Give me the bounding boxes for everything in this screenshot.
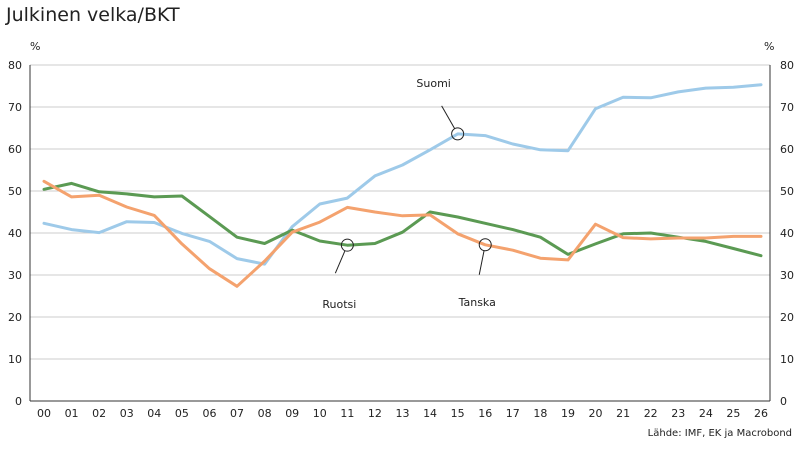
series-line-suomi [42, 83, 763, 266]
x-tick-19: 19 [561, 407, 575, 420]
x-tick-10: 10 [313, 407, 327, 420]
x-tick-00: 00 [37, 407, 51, 420]
y-tick-right-0: 0 [780, 395, 787, 408]
x-tick-04: 04 [147, 407, 161, 420]
y-tick-left-30: 30 [8, 269, 22, 282]
x-tick-05: 05 [175, 407, 189, 420]
x-tick-20: 20 [589, 407, 603, 420]
axes [29, 65, 771, 402]
x-tick-22: 22 [644, 407, 658, 420]
annotation-label-suomi: Suomi [416, 77, 450, 90]
x-tick-07: 07 [230, 407, 244, 420]
chart-title: Julkinen velka/BKT [6, 4, 180, 26]
x-tick-03: 03 [120, 407, 134, 420]
y-tick-right-60: 60 [780, 143, 794, 156]
annotations: Suomi Ruotsi Tanska [322, 77, 495, 311]
series-line-ruotsi [42, 181, 763, 258]
annotation-marker-tanska [478, 238, 492, 252]
x-tick-12: 12 [368, 407, 382, 420]
annotation-label-tanska: Tanska [458, 296, 496, 309]
annotation-marker-ruotsi [340, 238, 354, 252]
y-axis-right-ticks: 0 10 20 30 40 50 60 70 80 [780, 59, 794, 408]
y-tick-right-40: 40 [780, 227, 794, 240]
y-axis-left-ticks: 0 10 20 30 40 50 60 70 80 [8, 59, 22, 408]
y-tick-right-20: 20 [780, 311, 794, 324]
x-tick-06: 06 [202, 407, 216, 420]
y-tick-left-80: 80 [8, 59, 22, 72]
x-tick-02: 02 [92, 407, 106, 420]
y-tick-left-10: 10 [8, 353, 22, 366]
y-tick-right-80: 80 [780, 59, 794, 72]
y-tick-left-0: 0 [15, 395, 22, 408]
x-tick-16: 16 [478, 407, 492, 420]
x-tick-24: 24 [699, 407, 713, 420]
x-tick-18: 18 [533, 407, 547, 420]
x-tick-11: 11 [340, 407, 354, 420]
x-tick-17: 17 [506, 407, 520, 420]
y-tick-left-40: 40 [8, 227, 22, 240]
y-tick-left-70: 70 [8, 101, 22, 114]
series-line-tanska [42, 179, 763, 288]
x-tick-08: 08 [258, 407, 272, 420]
y-tick-right-70: 70 [780, 101, 794, 114]
x-tick-23: 23 [671, 407, 685, 420]
x-axis-ticks: 00 01 02 03 04 05 06 07 08 09 10 11 12 13 14 15 16 17 18 19… [37, 407, 768, 420]
annotation-leader-tanska [478, 250, 485, 275]
x-tick-21: 21 [616, 407, 630, 420]
annotation-leader-suomi [441, 105, 456, 129]
annotation-label-ruotsi: Ruotsi [322, 298, 356, 311]
y-axis-left-unit: % [30, 40, 40, 53]
x-tick-15: 15 [451, 407, 465, 420]
annotation-marker-suomi [451, 127, 465, 141]
annotation-leader-ruotsi [334, 250, 346, 274]
y-tick-left-50: 50 [8, 185, 22, 198]
series-lines [42, 83, 763, 288]
x-tick-26: 26 [754, 407, 768, 420]
y-tick-left-60: 60 [8, 143, 22, 156]
y-tick-right-50: 50 [780, 185, 794, 198]
x-tick-14: 14 [423, 407, 437, 420]
y-tick-left-20: 20 [8, 311, 22, 324]
y-tick-right-30: 30 [780, 269, 794, 282]
y-tick-right-10: 10 [780, 353, 794, 366]
y-axis-right-unit: % [764, 40, 774, 53]
x-tick-13: 13 [396, 407, 410, 420]
x-tick-01: 01 [65, 407, 79, 420]
x-tick-09: 09 [285, 407, 299, 420]
x-tick-25: 25 [726, 407, 740, 420]
source-note: Lähde: IMF, EK ja Macrobond [647, 428, 792, 439]
